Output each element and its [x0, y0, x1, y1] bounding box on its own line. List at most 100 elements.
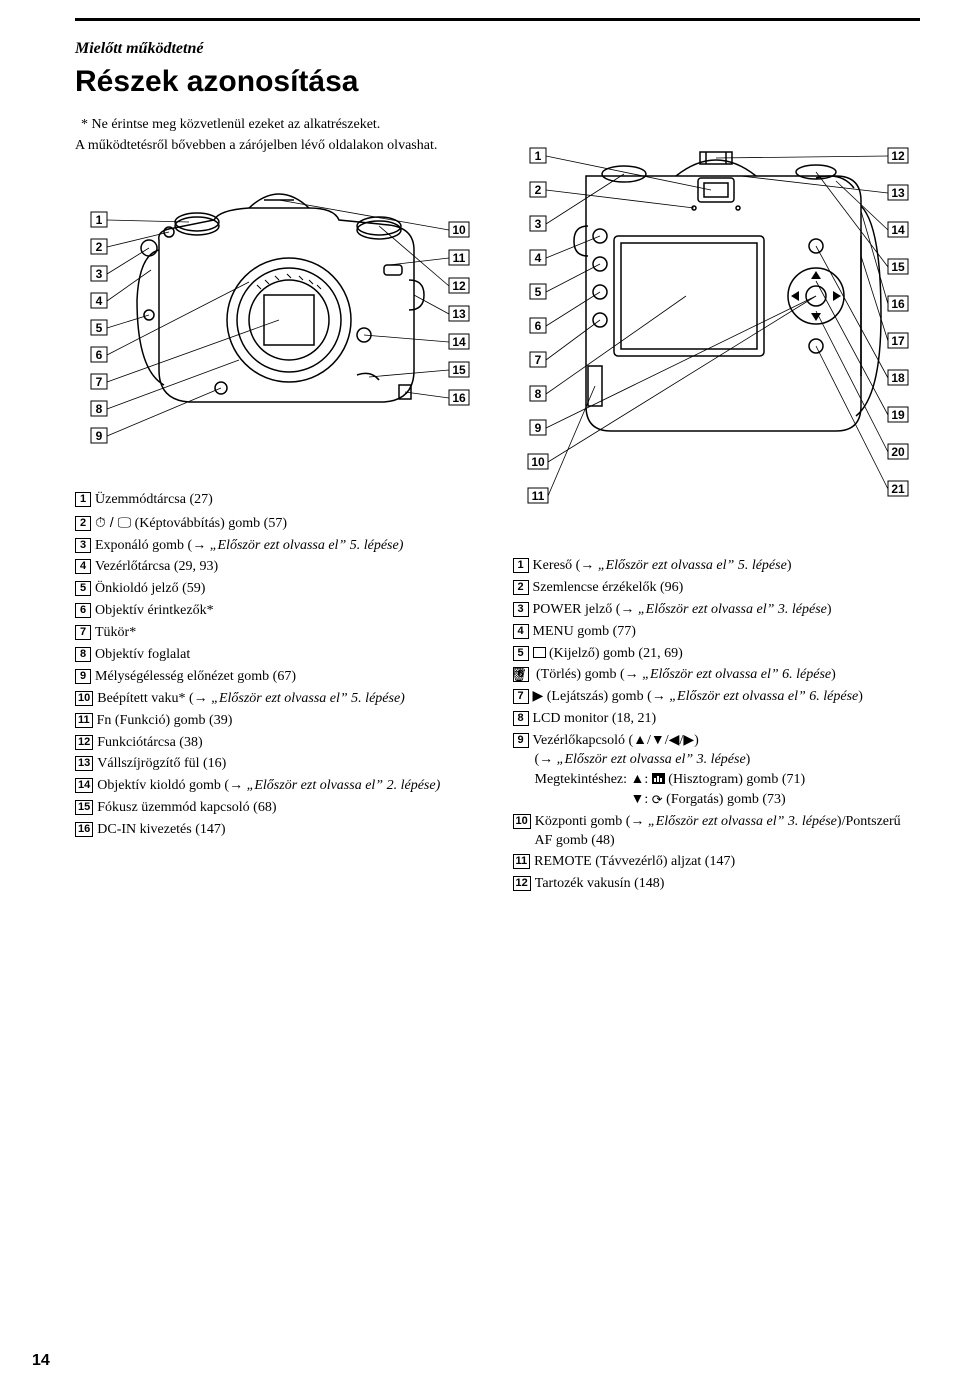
svg-text:7: 7 — [535, 353, 542, 367]
svg-text:13: 13 — [452, 307, 466, 321]
svg-text:17: 17 — [892, 334, 906, 348]
main-columns: * Ne érintse meg közvetlenül ezeket az a… — [75, 116, 920, 897]
part-item: 7▶ (Lejátszás) gomb (→ „Először ezt olva… — [513, 688, 921, 707]
part-item: 16DC-IN kivezetés (147) — [75, 821, 483, 840]
part-item: 9Mélységélesség előnézet gomb (67) — [75, 668, 483, 687]
part-item: 9Vezérlőkapcsoló (▲/▼/◀/▶)(→ „Először ez… — [513, 732, 921, 770]
part-item: 1Kereső (→ „Először ezt olvassa el” 5. l… — [513, 557, 921, 576]
boxed-number: 1 — [75, 492, 91, 507]
figure-rear: 1234567891011 12131415161718192021 — [513, 116, 921, 543]
part-item: 2Szemlencse érzékelők (96) — [513, 579, 921, 598]
front-parts-list: 1Üzemmódtárcsa (27) 2⏱ / 🖵 (Képtovábbítás… — [75, 491, 483, 840]
svg-text:6: 6 — [95, 348, 102, 362]
svg-text:10: 10 — [452, 223, 466, 237]
top-rule — [75, 18, 920, 21]
svg-text:15: 15 — [452, 363, 466, 377]
svg-text:3: 3 — [95, 267, 102, 281]
svg-text:15: 15 — [892, 260, 906, 274]
boxed-number: 14 — [75, 778, 93, 793]
part-item: 10Beépített vaku* (→ „Először ezt olvass… — [75, 690, 483, 709]
svg-text:5: 5 — [95, 321, 102, 335]
boxed-number: 9 — [75, 669, 91, 684]
section-label: Mielőtt működtetné — [75, 38, 920, 60]
part-item: 11REMOTE (Távvezérlő) aljzat (147) — [513, 853, 921, 872]
svg-text:3: 3 — [535, 217, 542, 231]
svg-text:16: 16 — [452, 391, 466, 405]
svg-text:1: 1 — [95, 213, 102, 227]
boxed-number: 11 — [75, 713, 93, 728]
svg-text:13: 13 — [892, 186, 906, 200]
svg-text:14: 14 — [892, 223, 906, 237]
boxed-number: 10 — [75, 691, 93, 706]
boxed-number: 12 — [75, 735, 93, 750]
part-item: 3Exponáló gomb (→ „Először ezt olvassa e… — [75, 537, 483, 556]
boxed-number: 9 — [513, 733, 529, 748]
boxed-number: 2 — [513, 580, 529, 595]
svg-text:2: 2 — [95, 240, 102, 254]
boxed-number: 16 — [75, 822, 93, 837]
boxed-number: 1 — [513, 558, 529, 573]
svg-text:2: 2 — [535, 183, 542, 197]
svg-text:6: 6 — [535, 319, 542, 333]
svg-text:8: 8 — [95, 402, 102, 416]
svg-text:7: 7 — [95, 375, 102, 389]
svg-text:11: 11 — [452, 251, 465, 265]
boxed-number: 3 — [75, 538, 91, 553]
part-item: 1Üzemmódtárcsa (27) — [75, 491, 483, 510]
svg-text:10: 10 — [532, 455, 546, 469]
boxed-number: 12 — [513, 876, 531, 891]
part-item: 6🗑 (Törlés) gomb (→ „Először ezt olvassa… — [513, 666, 921, 685]
boxed-number: 3 — [513, 602, 529, 617]
boxed-number: 2 — [75, 516, 91, 531]
part-subline: Megtekintéshez: ▲: (Hisztogram) gomb (71… — [513, 771, 921, 790]
page-title: Részek azonosítása — [75, 62, 920, 103]
part-item: 6Objektív érintkezők* — [75, 602, 483, 621]
boxed-number: 15 — [75, 800, 93, 815]
intro-line2: A működtetésről bővebben a zárójelben lé… — [75, 137, 483, 156]
asterisk: * — [81, 117, 92, 132]
part-subline: ▼: ⟳ (Forgatás) gomb (73) — [513, 791, 921, 810]
boxed-number: 8 — [75, 647, 91, 662]
svg-text:11: 11 — [532, 489, 545, 503]
part-item: 8LCD monitor (18, 21) — [513, 710, 921, 729]
part-item: 12Funkciótárcsa (38) — [75, 734, 483, 753]
boxed-number: 4 — [75, 559, 91, 574]
intro-line1: Ne érintse meg közvetlenül ezeket az alk… — [92, 117, 381, 132]
boxed-number: 8 — [513, 711, 529, 726]
svg-text:19: 19 — [892, 408, 906, 422]
boxed-number: 5 — [75, 581, 91, 596]
svg-text:4: 4 — [535, 251, 542, 265]
svg-text:16: 16 — [892, 297, 906, 311]
boxed-number: 6 — [75, 603, 91, 618]
boxed-number: 13 — [75, 756, 93, 771]
svg-text:9: 9 — [535, 421, 542, 435]
svg-text:5: 5 — [535, 285, 542, 299]
right-column: 1234567891011 12131415161718192021 — [513, 116, 921, 897]
boxed-number: 11 — [513, 854, 531, 869]
svg-text:14: 14 — [452, 335, 466, 349]
svg-text:12: 12 — [892, 149, 906, 163]
part-item: 12Tartozék vakusín (148) — [513, 875, 921, 894]
svg-text:8: 8 — [535, 387, 542, 401]
part-item: 5Önkioldó jelző (59) — [75, 580, 483, 599]
part-item: 2⏱ / 🖵 (Képtovábbítás) gomb (57) — [75, 513, 483, 534]
part-item: 8Objektív foglalat — [75, 646, 483, 665]
rear-parts-list: 1Kereső (→ „Először ezt olvassa el” 5. l… — [513, 557, 921, 894]
page-number: 14 — [32, 1350, 50, 1372]
part-item: 4Vezérlőtárcsa (29, 93) — [75, 558, 483, 577]
figure-front: 123456789 10111213141516 — [75, 170, 483, 477]
svg-text:9: 9 — [95, 429, 102, 443]
part-item: 11Fn (Funkció) gomb (39) — [75, 712, 483, 731]
part-item: 4MENU gomb (77) — [513, 623, 921, 642]
svg-text:12: 12 — [452, 279, 466, 293]
svg-text:4: 4 — [95, 294, 102, 308]
boxed-number: 5 — [513, 646, 529, 661]
intro-note: * Ne érintse meg közvetlenül ezeket az a… — [75, 116, 483, 156]
boxed-number: 7 — [513, 689, 529, 704]
svg-text:21: 21 — [892, 482, 906, 496]
svg-text:18: 18 — [892, 371, 906, 385]
svg-text:20: 20 — [892, 445, 906, 459]
part-item: 5 (Kijelző) gomb (21, 69) — [513, 645, 921, 664]
boxed-number: 4 — [513, 624, 529, 639]
part-item: 14Objektív kioldó gomb (→ „Először ezt o… — [75, 777, 483, 796]
